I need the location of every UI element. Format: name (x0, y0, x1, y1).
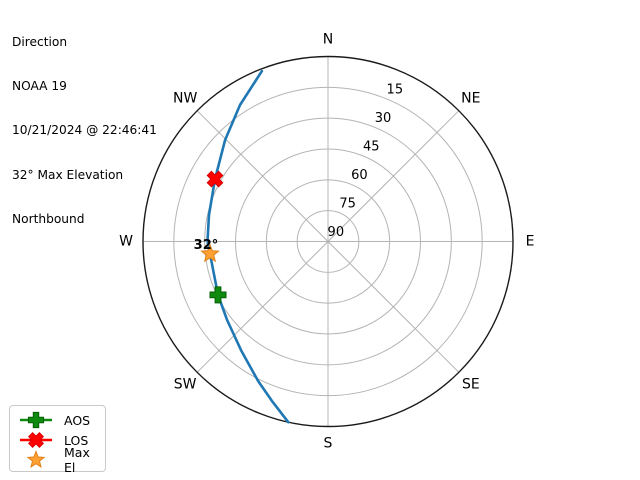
max-el-marker (200, 243, 220, 263)
elevation-tick-label-30: 30 (375, 111, 392, 126)
elevation-tick-label-60: 60 (351, 168, 368, 183)
azimuth-gridline-ne (327, 110, 460, 242)
elevation-tick-label-90: 90 (328, 225, 345, 240)
compass-label-nw: NW (173, 91, 197, 107)
compass-label-w: W (119, 234, 133, 250)
elevation-tick-label-15: 15 (387, 82, 404, 97)
x-icon (20, 432, 52, 448)
compass-label-ne: NE (461, 91, 480, 107)
legend-label-aos: AOS (64, 412, 91, 428)
legend-item-aos: AOS (17, 410, 98, 430)
azimuth-gridline-nw (196, 110, 329, 242)
info-title: Direction (12, 34, 68, 49)
compass-label-se: SE (462, 376, 480, 392)
azimuth-gridline-sw (196, 241, 329, 373)
max-elevation-annotation: 32° (194, 238, 219, 253)
legend-label-maxel: Max El (64, 445, 90, 475)
info-pass-direction: Northbound (12, 212, 85, 227)
compass-label-n: N (323, 32, 333, 48)
legend-item-maxel: Max El (17, 445, 98, 475)
elevation-tick-label-45: 45 (363, 139, 380, 154)
satellite-track-line (206, 69, 290, 424)
legend: AOS LOS Max El (9, 405, 106, 475)
legend-item-los: LOS (17, 430, 98, 450)
info-pass-datetime: 10/21/2024 @ 22:46:41 (12, 123, 157, 138)
info-max-elevation: 32° Max Elevation (12, 167, 124, 182)
info-satellite-name: NOAA 19 (12, 78, 67, 93)
compass-label-s: S (324, 436, 333, 452)
los-marker (206, 170, 224, 188)
aos-marker (209, 286, 227, 304)
pass-info-block: Direction NOAA 19 10/21/2024 @ 22:46:41 … (12, 5, 157, 257)
legend-label-los: LOS (64, 432, 89, 448)
horizon-circle (142, 55, 514, 428)
azimuth-gridline-se (327, 241, 460, 373)
plus-icon (20, 411, 52, 429)
compass-label-sw: SW (174, 376, 197, 392)
compass-label-e: E (526, 234, 535, 250)
star-icon (26, 450, 46, 468)
elevation-tick-label-75: 75 (339, 196, 356, 211)
